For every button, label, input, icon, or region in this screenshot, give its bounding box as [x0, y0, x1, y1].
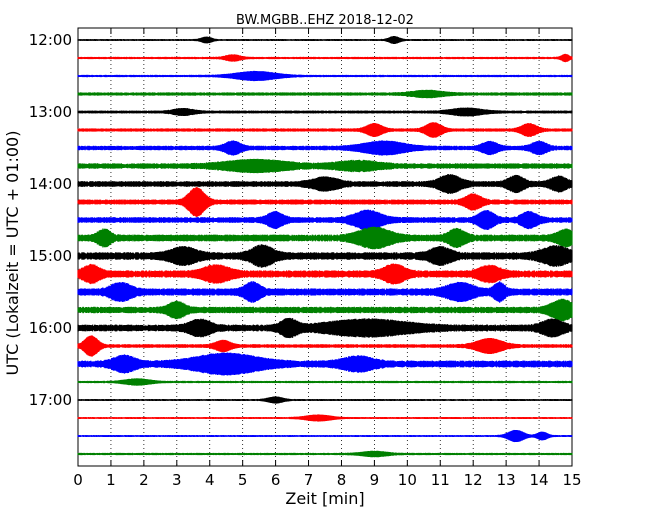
x-tick-labels: 0 1 2 3 4 5 6 7 8 9 10 11 12 13 14 15: [73, 471, 581, 489]
y-tick-label: 15:00: [29, 247, 72, 265]
x-tick-label: 9: [370, 471, 380, 489]
seismogram-trace: [77, 378, 573, 386]
x-tick-label: 12: [464, 471, 483, 489]
seismogram-trace: [77, 281, 573, 303]
plot-area: [77, 27, 573, 467]
x-tick-label: 8: [337, 471, 347, 489]
y-tick-label: 14:00: [29, 175, 72, 193]
seismogram-trace: [77, 89, 573, 99]
x-tick-label: 3: [172, 471, 182, 489]
x-tick-label: 4: [205, 471, 215, 489]
seismogram-trace: [77, 335, 573, 357]
seismogram-trace: [77, 317, 573, 339]
x-tick-label: 15: [562, 471, 581, 489]
seismogram-trace: [77, 263, 573, 285]
y-tick-label: 17:00: [29, 391, 72, 409]
seismogram-trace: [77, 429, 573, 443]
seismogram-trace: [77, 140, 573, 156]
axis-ticks: [77, 28, 573, 466]
seismogram-trace: [77, 122, 573, 138]
x-tick-label: 13: [497, 471, 516, 489]
y-tick-label: 12:00: [29, 31, 72, 49]
x-tick-label: 0: [73, 471, 83, 489]
y-axis-label: UTC (Lokalzeit = UTC + 01:00): [3, 131, 22, 376]
x-axis-label: Zeit [min]: [285, 489, 364, 508]
seismogram-trace: [77, 244, 573, 268]
x-tick-label: 7: [304, 471, 314, 489]
seismogram-trace: [77, 226, 573, 250]
x-tick-label: 5: [238, 471, 248, 489]
seismogram-trace: [77, 209, 573, 231]
y-tick-labels: 12:00 13:00 14:00 15:00 16:00 17:00: [29, 31, 72, 409]
x-tick-label: 14: [530, 471, 549, 489]
seismogram-trace: [77, 450, 573, 458]
seismogram-trace: [77, 352, 573, 376]
y-tick-label: 16:00: [29, 319, 72, 337]
seismogram-trace: [77, 158, 573, 174]
x-tick-label: 6: [271, 471, 281, 489]
seismogram-trace: [77, 53, 573, 63]
seismogram-trace: [77, 414, 573, 422]
chart-title: BW.MGBB..EHZ 2018-12-02: [236, 13, 414, 28]
y-tick-label: 13:00: [29, 103, 72, 121]
seismogram-trace: [77, 174, 573, 194]
x-tick-label: 2: [139, 471, 149, 489]
x-tick-label: 1: [106, 471, 116, 489]
seismogram-trace: [77, 298, 573, 322]
seismogram-trace: [77, 35, 573, 45]
seismogram-trace: [77, 396, 573, 404]
seismogram-trace: [77, 70, 573, 82]
seismogram-trace: [77, 107, 573, 117]
seismogram-trace: [77, 187, 573, 217]
x-tick-label: 10: [398, 471, 417, 489]
x-tick-label: 11: [431, 471, 450, 489]
seismogram-traces: [77, 35, 573, 458]
